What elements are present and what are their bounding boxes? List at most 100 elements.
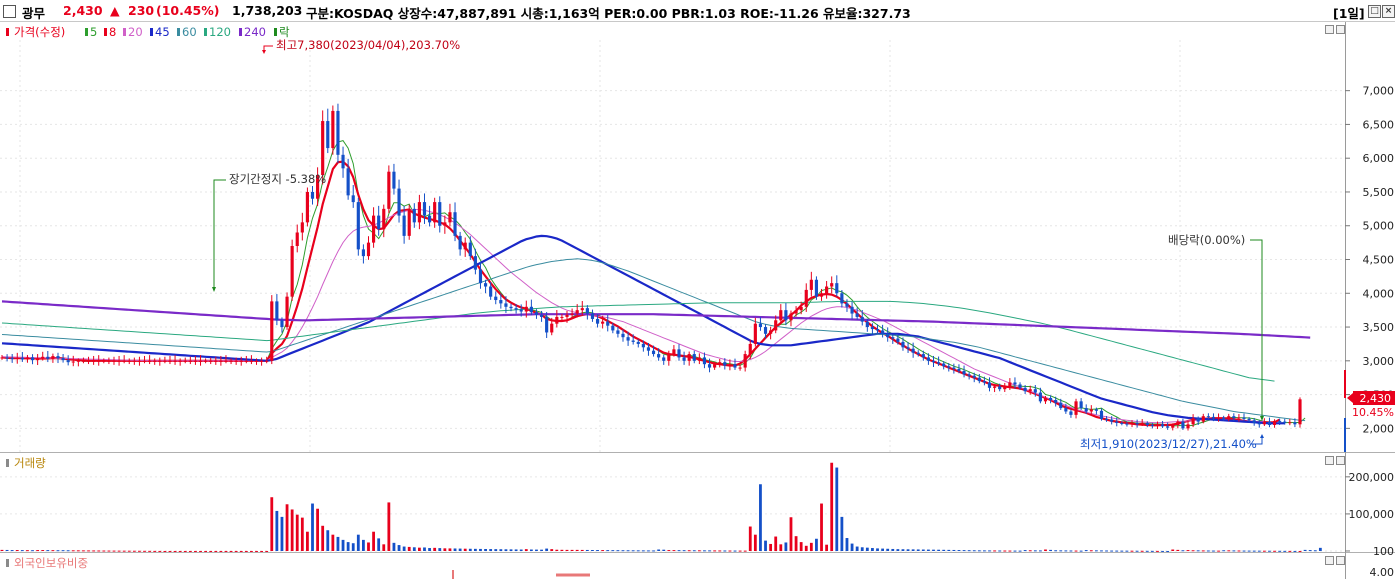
candle-body — [825, 286, 829, 294]
candle-body — [254, 360, 259, 362]
volume-bar — [942, 549, 946, 551]
volume-bar — [5, 549, 9, 551]
candle-body — [20, 357, 24, 360]
period-button[interactable]: [1일] — [1333, 6, 1365, 21]
candle-body — [967, 374, 971, 376]
volume-bar — [280, 516, 284, 551]
candle-body — [1059, 402, 1063, 409]
volume-bar — [580, 549, 584, 551]
moving-averages — [1, 140, 1311, 427]
candle-body — [575, 310, 579, 314]
candle-body — [977, 377, 981, 382]
grid — [0, 40, 1345, 452]
candle-body — [453, 212, 457, 236]
volume-bar — [743, 550, 747, 552]
candle-body — [595, 318, 600, 324]
candle-body — [570, 313, 574, 315]
volume-bar — [407, 546, 411, 551]
candle-body — [982, 381, 986, 383]
candle-body — [10, 358, 14, 360]
candle-body — [153, 360, 157, 362]
change-arrow: ▲ — [110, 3, 120, 18]
candle-body — [382, 208, 386, 230]
candle-body — [448, 212, 452, 223]
price-panel-minimize-icon[interactable] — [1325, 25, 1334, 34]
current-change-label: 10.45% — [1352, 406, 1394, 419]
volume-bar — [250, 550, 253, 552]
candle-body — [1084, 408, 1088, 412]
volume-bar — [362, 539, 365, 551]
volume-bar — [1206, 550, 1210, 552]
volume-bar — [377, 538, 381, 551]
volume-panel-maximize-icon[interactable] — [1336, 456, 1345, 465]
candle-body — [509, 306, 513, 309]
candle-body — [1013, 382, 1017, 385]
candle-body — [86, 360, 91, 362]
volume-bar — [214, 550, 218, 552]
volume-bar — [183, 550, 187, 552]
candle-body — [1176, 421, 1180, 425]
candle-body — [1150, 424, 1154, 426]
candle-body — [1257, 422, 1261, 425]
volume-bar — [46, 550, 50, 552]
candle-body — [534, 312, 539, 315]
candle-body — [122, 360, 126, 362]
stock-name: 광무 — [22, 6, 46, 21]
candle-body — [458, 235, 462, 250]
volume-bar — [87, 550, 90, 552]
foreign-panel-minimize-icon[interactable] — [1325, 556, 1334, 565]
legend-item: 240 — [244, 25, 266, 39]
select-checkbox[interactable] — [3, 5, 16, 18]
candle-body — [916, 352, 920, 355]
volume-bar — [947, 549, 951, 551]
volume-bar — [748, 526, 752, 551]
candle-body — [1272, 420, 1277, 425]
halt-label: 장기간정지 -5.38% — [229, 172, 326, 186]
volume-bar — [1130, 550, 1134, 552]
volume-bar — [1288, 550, 1292, 552]
candle-body — [463, 242, 467, 250]
volume-bar — [779, 544, 783, 551]
candle-body — [331, 110, 335, 149]
volume-bar — [443, 548, 447, 551]
high-label: 최고7,380(2023/04/04),203.70% — [276, 38, 460, 52]
price-panel-maximize-icon[interactable] — [1336, 25, 1345, 34]
volume-bar — [453, 548, 457, 551]
maximize-icon[interactable]: □ — [1368, 5, 1381, 18]
volume-bar — [448, 548, 452, 551]
foreign-panel-maximize-icon[interactable] — [1336, 556, 1345, 565]
candle-body — [667, 354, 671, 361]
candle-body — [1104, 418, 1109, 420]
candle-body — [687, 354, 691, 361]
volume-bar — [402, 546, 406, 551]
volume-bar — [1120, 550, 1124, 552]
volume-bar — [1222, 550, 1226, 552]
candle-body — [748, 343, 752, 355]
candle-body — [809, 279, 813, 290]
trade-volume: 1,738,203 — [232, 3, 303, 18]
volume-bar — [290, 509, 294, 551]
volume-bar — [535, 549, 538, 551]
candle-body — [300, 222, 304, 233]
price-change-pct: (10.45%) — [156, 3, 220, 18]
volume-bar — [1023, 550, 1027, 552]
legend-marker — [104, 28, 107, 36]
candle-body — [514, 308, 518, 310]
volume-bar — [631, 550, 635, 552]
volume-panel-minimize-icon[interactable] — [1325, 456, 1334, 465]
volume-bar — [428, 548, 431, 551]
legend: 가격(수정) 5 8 20 45 60 120 240 락 — [6, 25, 290, 39]
volume-bar — [178, 550, 182, 552]
y-tick-label: 5,000 — [1363, 220, 1395, 233]
candle-body — [402, 215, 406, 236]
volume-bar — [0, 549, 4, 551]
volume-bar — [799, 542, 803, 551]
candle-body — [412, 208, 416, 223]
candle-body — [366, 242, 371, 257]
candle-body — [468, 242, 472, 257]
volume-bar — [1273, 550, 1276, 552]
volume-bar — [1039, 550, 1042, 552]
volume-bar — [275, 510, 279, 551]
candle-body — [234, 360, 238, 362]
